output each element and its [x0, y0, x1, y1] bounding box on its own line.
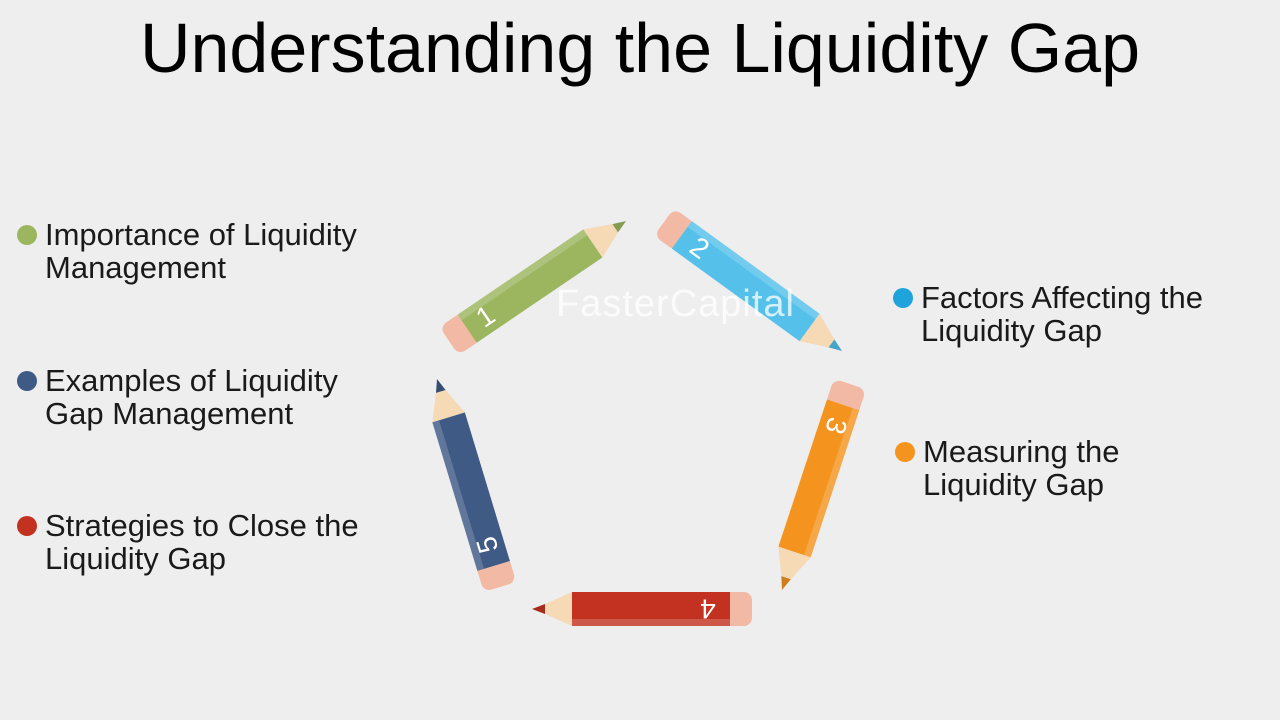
pencil-lead	[435, 379, 446, 393]
pencil-wood	[432, 389, 465, 423]
pencil-lead	[532, 604, 545, 614]
item-label: Strategies to Close the Liquidity Gap	[45, 508, 359, 576]
item-factors: Factors Affecting the Liquidity Gap	[893, 281, 1203, 347]
page-title: Understanding the Liquidity Gap	[139, 9, 1141, 87]
pencil-body	[432, 412, 510, 571]
item-label: Importance of Liquidity Management	[45, 217, 357, 285]
pencil-highlight	[572, 619, 730, 626]
pencil-wood	[583, 224, 619, 258]
item-examples: Examples of Liquidity Gap Management	[17, 364, 338, 430]
pencil-body	[778, 399, 860, 558]
pencil-5: 5	[432, 379, 515, 590]
pencil-3: 3	[778, 380, 865, 590]
bullet-dot	[17, 371, 37, 391]
pencil-highlight	[432, 420, 485, 571]
pencil-lead	[781, 576, 791, 590]
item-measuring: Measuring the Liquidity Gap	[895, 435, 1119, 501]
pencil-wood	[778, 546, 811, 580]
bullet-dot	[17, 516, 37, 536]
pencil-2: 2	[657, 211, 843, 352]
pencil-eraser	[724, 592, 752, 626]
pencil-highlight	[457, 229, 588, 321]
bullet-dot	[895, 442, 915, 462]
pencil-body	[671, 221, 820, 342]
watermark: FasterCapital	[556, 283, 795, 325]
item-label: Measuring the Liquidity Gap	[923, 434, 1120, 502]
bullet-dot	[893, 288, 913, 308]
bullet-dot	[17, 225, 37, 245]
pencil-4: 4	[532, 592, 752, 626]
pencil-wood	[545, 592, 572, 626]
pencil-lead	[828, 339, 843, 352]
item-importance: Importance of Liquidity Management	[17, 218, 357, 284]
pencil-wood	[799, 313, 835, 348]
pencil-1: 1	[442, 220, 626, 352]
pencil-highlight	[804, 408, 860, 558]
item-strategies: Strategies to Close the Liquidity Gap	[17, 509, 359, 575]
item-label: Factors Affecting the Liquidity Gap	[921, 280, 1204, 348]
pencil-lead	[612, 220, 626, 233]
pencil-highlight	[687, 221, 820, 320]
pencil-number: 4	[700, 594, 716, 625]
pencil-body	[572, 592, 730, 626]
item-label: Examples of Liquidity Gap Management	[45, 363, 338, 431]
pencil-body	[457, 229, 603, 343]
